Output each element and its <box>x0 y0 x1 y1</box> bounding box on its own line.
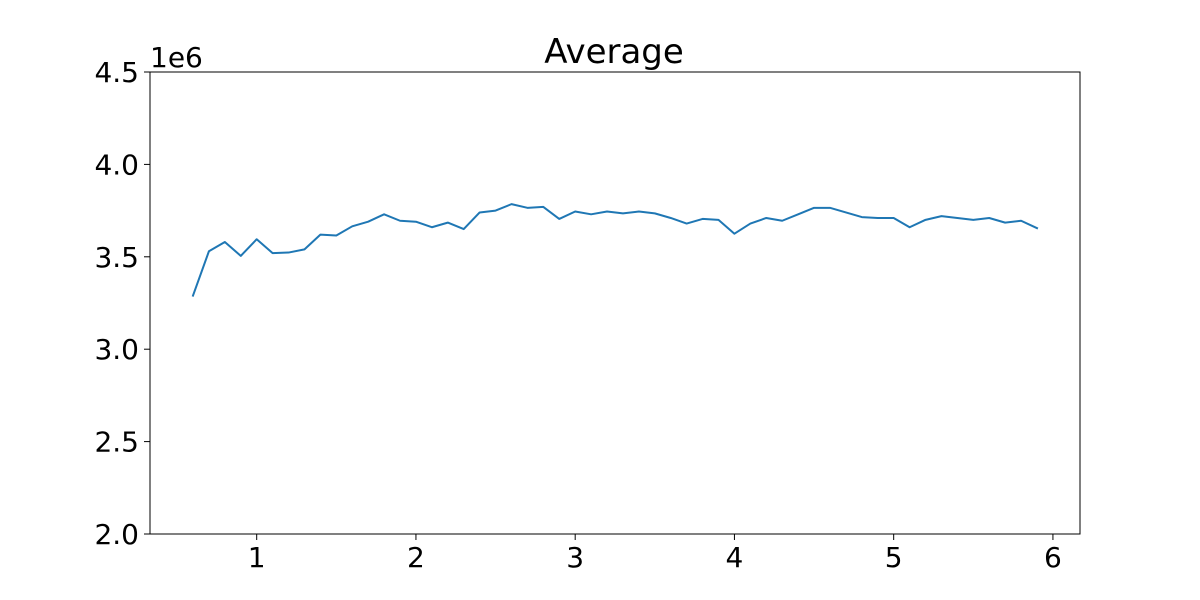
series-line-0 <box>191 203 1039 297</box>
plot-area-frame <box>149 71 1081 535</box>
y-tick-label: 2.5 <box>94 426 139 459</box>
y-tick-label: 3.0 <box>94 333 139 366</box>
x-tick-label: 5 <box>885 541 903 574</box>
x-tick-label: 1 <box>248 541 266 574</box>
y-axis-offset-label: 1e6 <box>150 41 203 74</box>
chart-title: Average <box>544 32 684 72</box>
series-layer <box>191 203 1039 297</box>
x-tick-label: 6 <box>1044 541 1062 574</box>
y-tick-label: 2.0 <box>94 518 139 551</box>
x-tick-label: 4 <box>726 541 744 574</box>
y-tick-label: 3.5 <box>94 241 139 274</box>
x-axis-ticks: 1 2 3 4 5 6 <box>248 534 1062 574</box>
x-tick-label: 2 <box>407 541 425 574</box>
y-tick-label: 4.0 <box>94 148 139 181</box>
y-tick-label: 4.5 <box>94 56 139 89</box>
y-axis-ticks: 2.0 2.5 3.0 3.5 4.0 4.5 <box>94 56 150 551</box>
x-tick-label: 3 <box>566 541 584 574</box>
